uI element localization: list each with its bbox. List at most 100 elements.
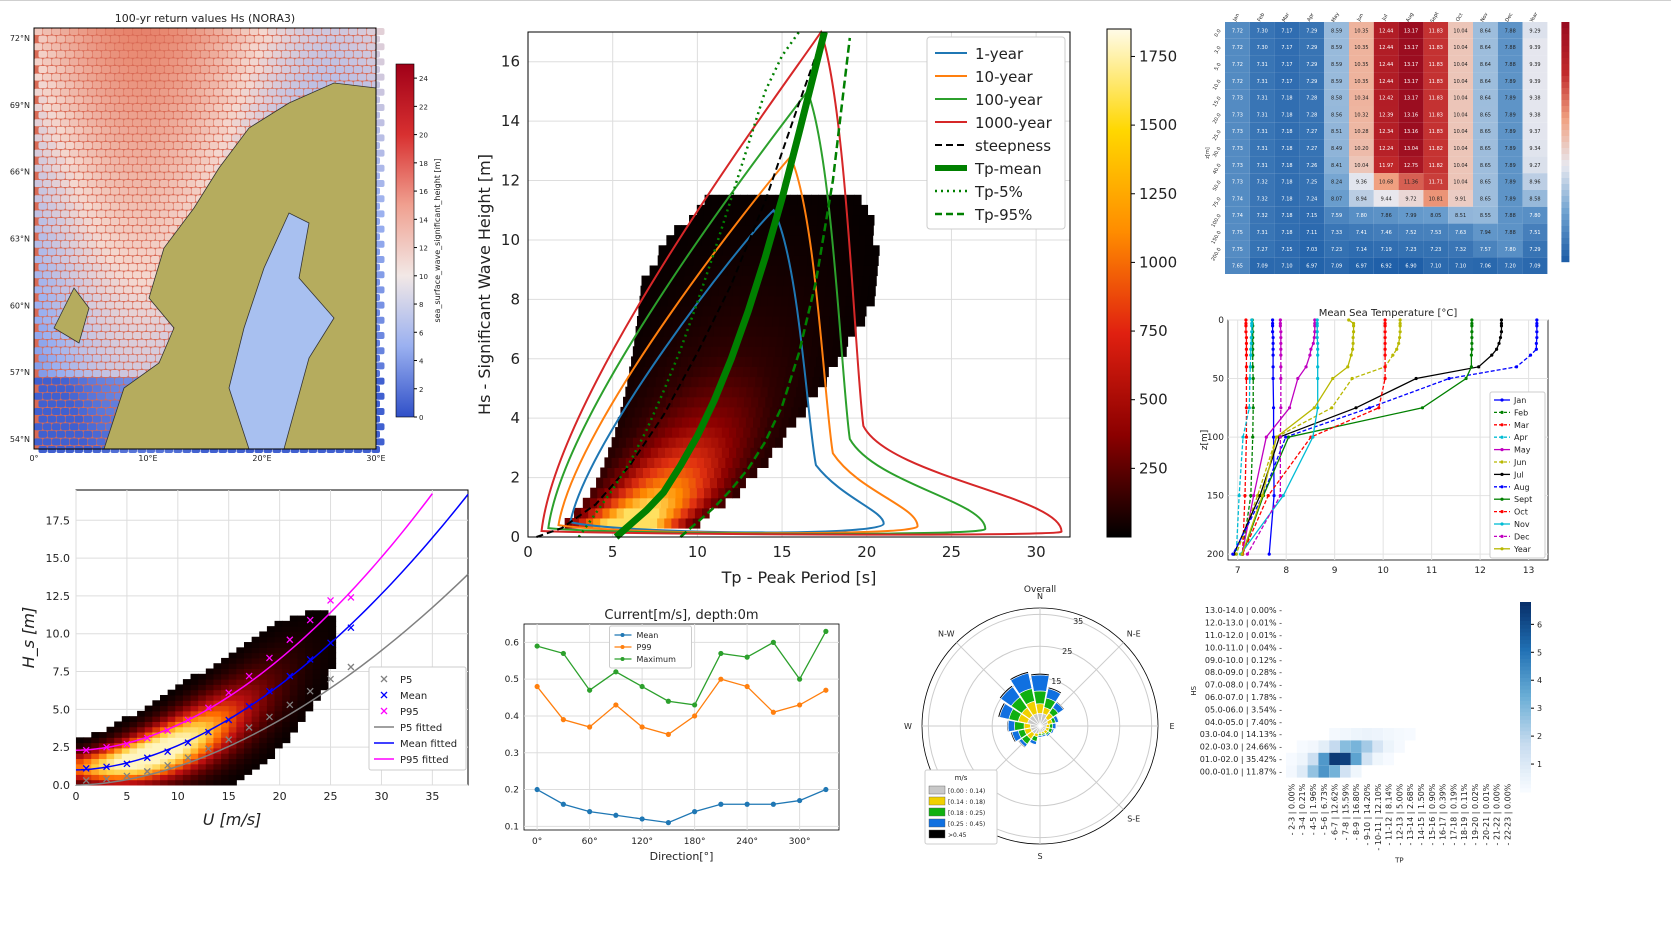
heatmap-cell: [1522, 55, 1548, 73]
wind-density-cell: [137, 753, 146, 760]
density-cell: [719, 336, 728, 347]
density-cell: [749, 265, 757, 277]
hex-cell: [43, 316, 52, 324]
hex-cell: [119, 172, 128, 180]
hex-cell: [164, 187, 173, 195]
wind-density-cell: [274, 620, 283, 627]
wind-density-cell: [137, 716, 146, 722]
heatmap-cell: [1299, 206, 1325, 224]
density-cell: [776, 376, 785, 388]
heatmap-cell-value: 7.29: [1529, 247, 1540, 253]
hex-cell: [74, 187, 83, 195]
density-cell: [702, 305, 710, 317]
hex-cell: [88, 362, 97, 370]
hex-cell: [182, 111, 191, 119]
density-cell: [735, 366, 744, 378]
wind-density-cell: [221, 774, 230, 781]
hex-cell: [119, 157, 128, 165]
wind-density-cell: [198, 684, 207, 691]
wind-density-cell: [266, 631, 276, 638]
density-cell: [728, 467, 736, 479]
p5-fitted-line: [75, 573, 469, 786]
p5-marker: [306, 687, 314, 695]
heatmap-cell-value: 11.83: [1429, 96, 1443, 102]
hex-cell: [137, 218, 146, 225]
wind-density-cell: [312, 631, 321, 638]
hex-cell: [47, 354, 56, 362]
sea-temp-ylabel: z[m]: [1200, 430, 1210, 451]
heatmap-cell: [1497, 139, 1523, 157]
wind-density-cell: [244, 668, 253, 675]
density-cell: [789, 346, 797, 357]
hex-cell: [349, 28, 358, 35]
density-cell: [764, 447, 773, 458]
hex-cell: [43, 225, 52, 233]
hex-cell: [317, 81, 326, 89]
hex-cell: [331, 43, 340, 51]
density-cell: [724, 214, 733, 226]
hex-cell: [74, 81, 83, 89]
hex-cell: [232, 119, 241, 127]
hstp-cell: [1329, 765, 1340, 778]
hex-cell: [106, 256, 115, 263]
hstp-row-label: 11.0-12.0 | 0.01% -: [1205, 631, 1282, 640]
p5-marker: [225, 736, 233, 744]
wind-density-cell: [320, 673, 329, 680]
hex-cell: [367, 58, 376, 66]
temp-point: [1279, 330, 1283, 334]
density-cell: [739, 346, 748, 357]
density-cell: [751, 235, 760, 246]
density-cell: [625, 437, 634, 448]
wind-density-cell: [282, 732, 291, 738]
hex-cell: [56, 66, 65, 73]
heatmap-cell-value: 7.88: [1505, 213, 1516, 219]
contour-legend-box: [926, 36, 1066, 230]
density-cell: [638, 356, 646, 367]
density-cell: [657, 467, 665, 479]
wind-density-cell: [259, 753, 268, 760]
heatmap-cell-value: 6.97: [1356, 264, 1367, 270]
heatmap-colorbar-step: [1561, 196, 1570, 203]
wind-density-cell: [167, 747, 176, 754]
hex-cell: [160, 149, 169, 157]
density-cell: [801, 235, 810, 246]
heatmap-cell-value: 7.17: [1281, 28, 1292, 34]
heatmap-cell-value: 7.31: [1257, 163, 1268, 169]
hex-cell: [97, 271, 106, 279]
density-cell: [666, 507, 675, 519]
hex-cell: [191, 187, 200, 195]
hex-cell: [88, 286, 97, 294]
y-tick-label: 12: [501, 172, 520, 190]
hex-cell: [196, 149, 205, 157]
hex-cell: [281, 35, 290, 43]
density-cell: [639, 497, 648, 509]
wind-density-cell: [236, 747, 245, 754]
wind-density-cell: [251, 700, 260, 707]
wind-density-cell: [190, 705, 199, 712]
hstp-colorbar-step: [1520, 605, 1531, 611]
wind-density-cell: [244, 726, 253, 733]
hex-cell: [137, 96, 146, 104]
hex-cell: [160, 180, 169, 187]
density-cell: [840, 275, 849, 287]
hex-cell: [110, 218, 119, 225]
wind-density-cell: [83, 737, 92, 744]
hex-cell: [376, 408, 385, 415]
density-cell: [688, 477, 697, 489]
density-cell: [762, 275, 771, 287]
heatmap-cell-value: 7.46: [1381, 230, 1392, 236]
heatmap-cell-value: 7.89: [1505, 96, 1516, 102]
hex-cell: [254, 66, 263, 73]
wind-density-cell: [175, 726, 184, 733]
heatmap-cell: [1398, 122, 1424, 140]
hex-cell: [331, 58, 340, 66]
heatmap-cell-value: 9.29: [1529, 28, 1540, 34]
p5-marker: [143, 767, 151, 775]
heatmap-cell-value: 8.24: [1331, 180, 1342, 186]
hex-cell: [304, 73, 313, 81]
heatmap-cell-value: 7.72: [1232, 45, 1243, 51]
heatmap-cell: [1497, 89, 1523, 106]
map-cb-tick-label: 10: [419, 273, 428, 281]
heatmap-cell: [1324, 22, 1349, 39]
hex-cell: [151, 195, 160, 203]
